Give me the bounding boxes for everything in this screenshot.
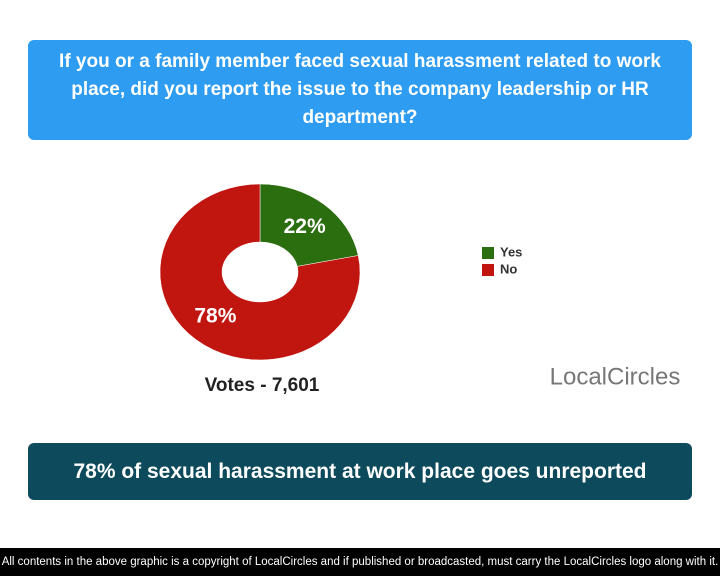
legend-label: Yes <box>500 244 522 259</box>
question-box: If you or a family member faced sexual h… <box>28 40 692 140</box>
legend-swatch <box>482 264 494 276</box>
value-label: 78% <box>194 304 236 327</box>
votes-note: Votes - 7,601 <box>205 375 320 396</box>
footer: All contents in the above graphic is a c… <box>0 548 720 576</box>
value-label: 22% <box>284 215 326 238</box>
logo: LocalCircles <box>550 363 681 390</box>
chart-title: If you or a family member faced sexual h… <box>59 51 661 128</box>
legend-label: No <box>500 261 517 276</box>
headline-banner: 78% of sexual harassment at work place g… <box>28 443 692 500</box>
headline: 78% of sexual harassment at work place g… <box>73 459 647 483</box>
chart: Votes - 7,601 LocalCircles 22% 78% Yes No <box>159 183 681 396</box>
legend-swatch <box>482 247 494 259</box>
footer-text: All contents in the above graphic is a c… <box>1 556 719 568</box>
pie-slice <box>159 183 361 361</box>
pie-slice <box>259 183 359 267</box>
